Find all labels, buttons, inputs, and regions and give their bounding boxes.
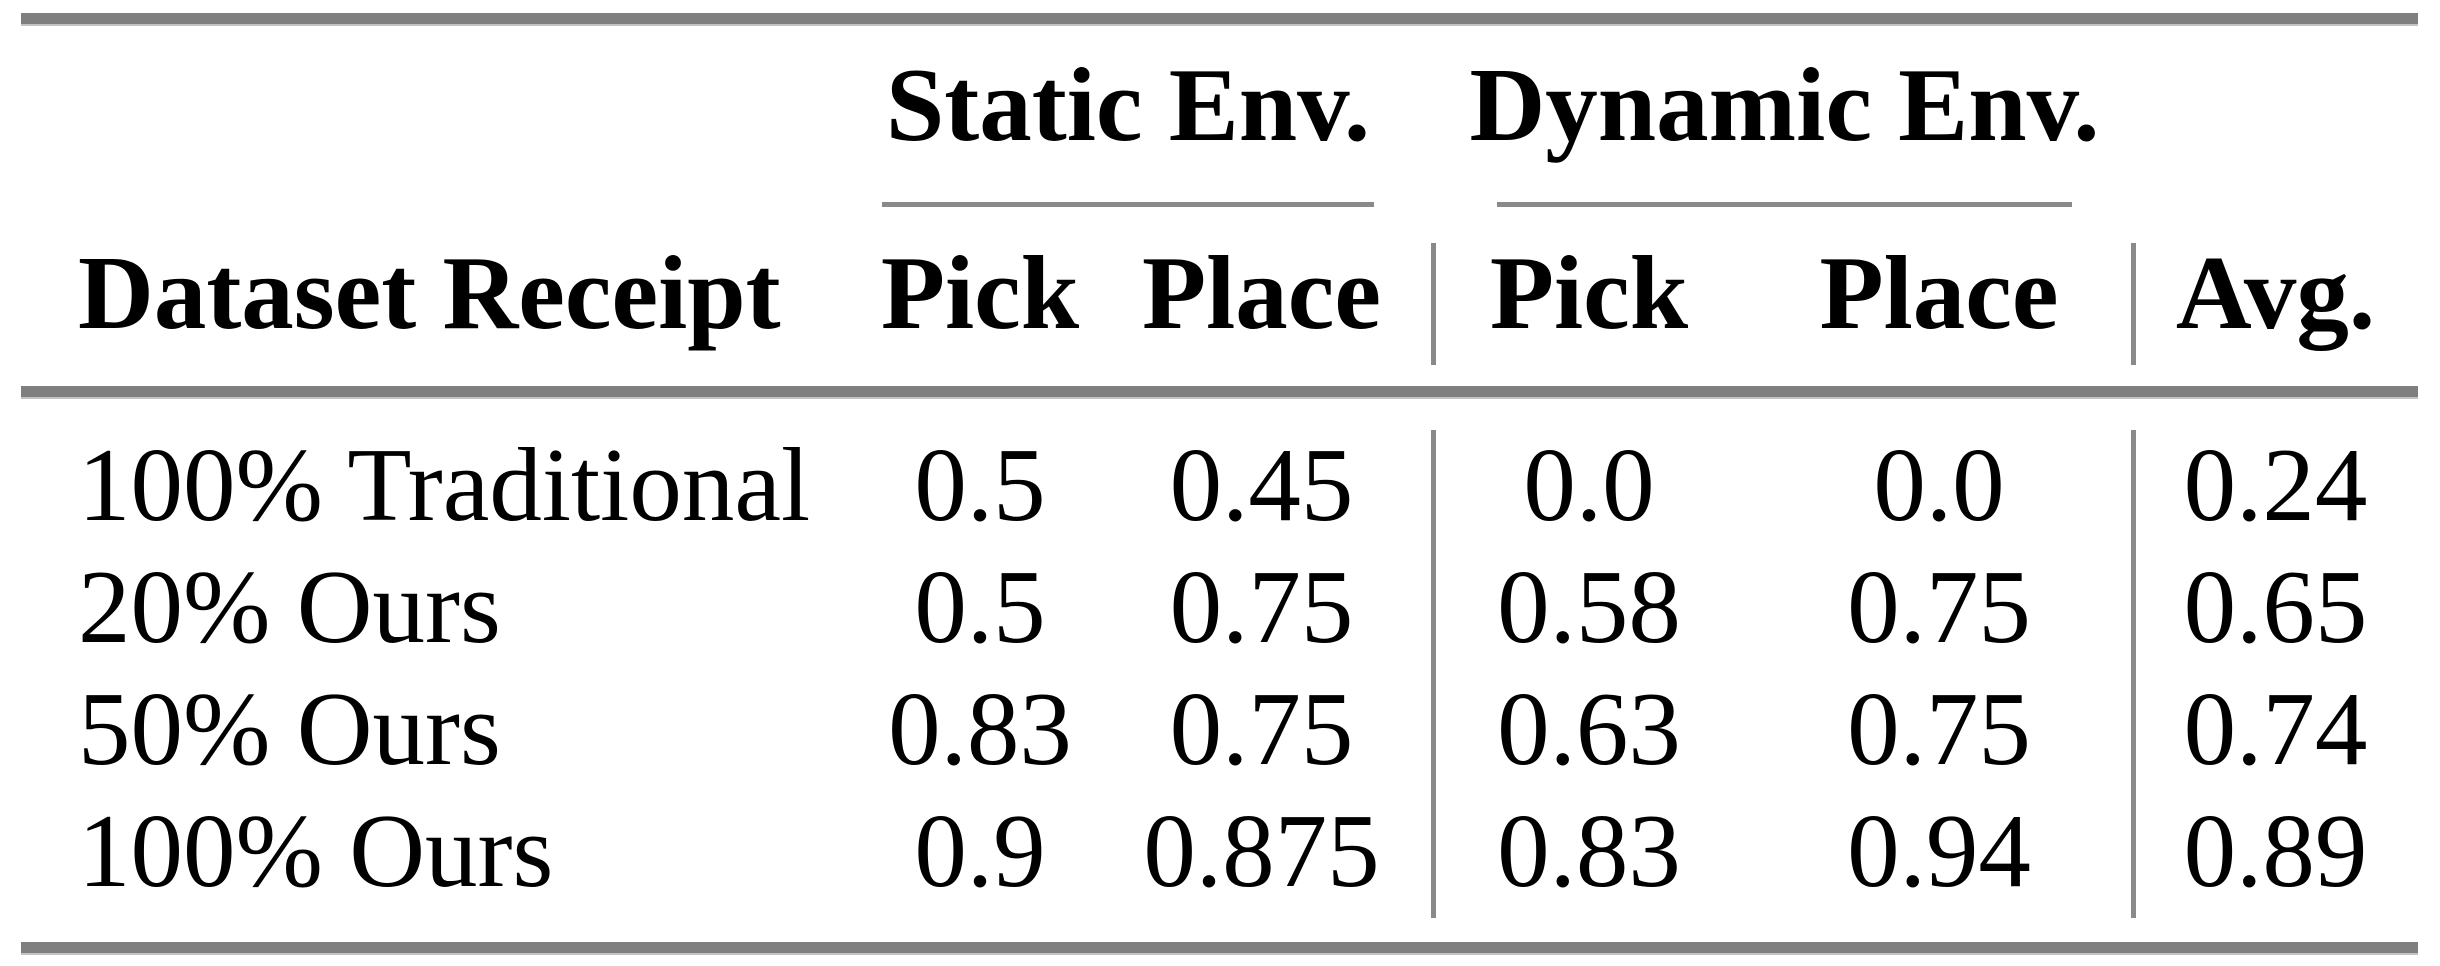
cell-dynamic-place: 0.94 [1847, 791, 2031, 909]
table-bottom-rule-edge [21, 953, 2418, 955]
column-header-avg: Avg. [2175, 234, 2376, 351]
table-row: 100% Ours 0.9 0.875 0.83 0.94 0.89 [21, 789, 2418, 911]
vertical-separator-2-header [2131, 243, 2136, 365]
cell-dynamic-pick: 0.0 [1523, 425, 1655, 543]
cell-avg: 0.24 [2183, 425, 2368, 543]
table-body: 100% Traditional 0.5 0.45 0.0 0.0 0.24 2… [21, 423, 2418, 911]
table-bottom-rule [21, 942, 2418, 953]
group-header-dynamic-env: Dynamic Env. [1469, 46, 2100, 163]
vertical-separator-1-body [1431, 430, 1436, 918]
cell-static-place: 0.75 [1169, 669, 1354, 787]
cell-avg: 0.74 [2183, 669, 2368, 787]
cell-static-place: 0.875 [1143, 791, 1380, 909]
cell-dynamic-pick: 0.83 [1497, 791, 1681, 909]
row-label: 100% Ours [78, 791, 554, 909]
cell-dynamic-pick: 0.63 [1497, 669, 1681, 787]
cell-static-pick: 0.5 [914, 547, 1046, 665]
row-label: 100% Traditional [78, 425, 811, 543]
cell-static-place: 0.75 [1169, 547, 1354, 665]
cell-avg: 0.65 [2183, 547, 2368, 665]
table-row: 100% Traditional 0.5 0.45 0.0 0.0 0.24 [21, 423, 2418, 545]
cell-dynamic-place: 0.0 [1873, 425, 2005, 543]
vertical-separator-1-header [1431, 243, 1436, 365]
cell-static-place: 0.45 [1169, 425, 1354, 543]
row-label: 20% Ours [78, 547, 501, 665]
cell-static-pick: 0.83 [888, 669, 1072, 787]
cell-avg: 0.89 [2183, 791, 2368, 909]
vertical-separator-2-body [2131, 430, 2136, 918]
static-env-cmidrule [882, 202, 1374, 207]
table-header-row: Dataset Receipt Pick Place Pick Place Av… [21, 225, 2418, 360]
table-mid-rule-edge [21, 397, 2418, 399]
group-header-static-env: Static Env. [885, 46, 1371, 163]
cell-dynamic-place: 0.75 [1847, 547, 2031, 665]
column-header-static-pick: Pick [880, 234, 1080, 351]
table-row: 20% Ours 0.5 0.75 0.58 0.75 0.65 [21, 545, 2418, 667]
table-row: 50% Ours 0.83 0.75 0.63 0.75 0.74 [21, 667, 2418, 789]
cell-dynamic-place: 0.75 [1847, 669, 2031, 787]
column-header-dynamic-pick: Pick [1489, 234, 1689, 351]
dynamic-env-cmidrule [1497, 202, 2072, 207]
row-label: 50% Ours [78, 669, 501, 787]
table-mid-rule [21, 386, 2418, 397]
column-header-dataset-receipt: Dataset Receipt [78, 234, 781, 351]
cell-dynamic-pick: 0.58 [1497, 547, 1681, 665]
cell-static-pick: 0.5 [914, 425, 1046, 543]
cell-static-pick: 0.9 [914, 791, 1046, 909]
column-header-static-place: Place [1141, 234, 1382, 351]
table-top-rule [21, 13, 2418, 24]
table-top-rule-edge [21, 24, 2418, 26]
column-header-dynamic-place: Place [1819, 234, 2059, 351]
